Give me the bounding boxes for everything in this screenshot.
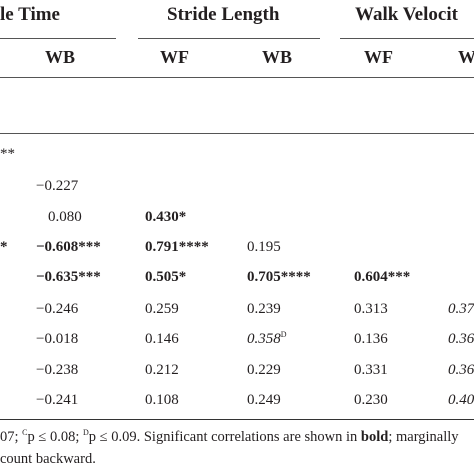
footnote-text: p ≤ 0.08; — [27, 429, 83, 445]
table-footnote-line2: count backward. — [0, 451, 96, 467]
table-cell: 0.108 — [145, 392, 179, 408]
table-cell: 0.146 — [145, 331, 179, 347]
footnote-bold-word: bold — [360, 429, 389, 445]
table-cell: 0.230 — [354, 392, 388, 408]
subheader-b-wb: WB — [262, 47, 293, 67]
header-walk-velocity: Walk Velocit — [355, 4, 458, 25]
table-cell: 0.212 — [145, 362, 179, 378]
table-cell: −0.238 — [36, 362, 79, 378]
subheader-a-wb: WB — [45, 47, 76, 67]
subheader-c-wf: WF — [364, 47, 393, 67]
header-stride-length: Stride Length — [167, 4, 280, 25]
subheader-b-wf: WF — [160, 47, 189, 67]
header-cycle-time: le Time — [0, 4, 60, 25]
table-cell-significant: 0.505* — [145, 269, 187, 285]
table-cell: 0.331 — [354, 362, 388, 378]
table-cell-marginal: 0.36 — [448, 362, 474, 378]
table-cell: −0.246 — [36, 301, 79, 317]
table-cell-significant: −0.608*** — [36, 239, 101, 255]
footnote-text: p ≤ 0.09. Significant correlations are s… — [88, 429, 361, 445]
table-cell-stub: * — [0, 239, 8, 255]
table-cell-significant: 0.430* — [145, 209, 187, 225]
table-cell: 0.249 — [247, 392, 281, 408]
table-cell: 0.195 — [247, 239, 281, 255]
footnote-marker-d: D — [83, 428, 89, 438]
table-bottom-rule — [0, 419, 474, 420]
cell-value: 0.358 — [247, 331, 281, 347]
table-cell: −0.241 — [36, 392, 79, 408]
table-cell: 0.239 — [247, 301, 281, 317]
table-cell: 0.136 — [354, 331, 388, 347]
table-cell: 0.259 — [145, 301, 179, 317]
table-cell-marginal: 0.358D — [247, 331, 287, 348]
table-footnote: 07; Cp ≤ 0.08; Dp ≤ 0.09. Significant co… — [0, 429, 459, 446]
header-rule-stride-length — [138, 38, 320, 39]
table-cell-significant: 0.604*** — [354, 269, 411, 285]
subheader-rule — [0, 77, 474, 78]
subheader-c-w: W — [458, 47, 474, 67]
table-cell-significant: 0.705**** — [247, 269, 311, 285]
header-rule-cycle-time — [0, 38, 116, 39]
table-cell-stub: ** — [0, 146, 15, 162]
table-cell-significant: −0.635*** — [36, 269, 101, 285]
table-cell-marginal: 0.36 — [448, 331, 474, 347]
footnote-text: 07; — [0, 429, 23, 445]
table-cell: 0.080 — [48, 209, 82, 225]
footnote-marker: D — [280, 330, 287, 339]
table-cell-significant: 0.791**** — [145, 239, 209, 255]
table-cell: −0.227 — [36, 178, 79, 194]
footnote-marker-c: C — [22, 428, 28, 438]
table-cell-marginal: 0.40 — [448, 392, 474, 408]
table-cell: 0.313 — [354, 301, 388, 317]
footnote-text: ; marginally — [388, 429, 459, 445]
header-rule-walk-velocity — [340, 38, 474, 39]
table-cell: −0.018 — [36, 331, 79, 347]
table-cell-marginal: 0.37 — [448, 301, 474, 317]
body-top-rule — [0, 133, 474, 134]
table-cell: 0.229 — [247, 362, 281, 378]
